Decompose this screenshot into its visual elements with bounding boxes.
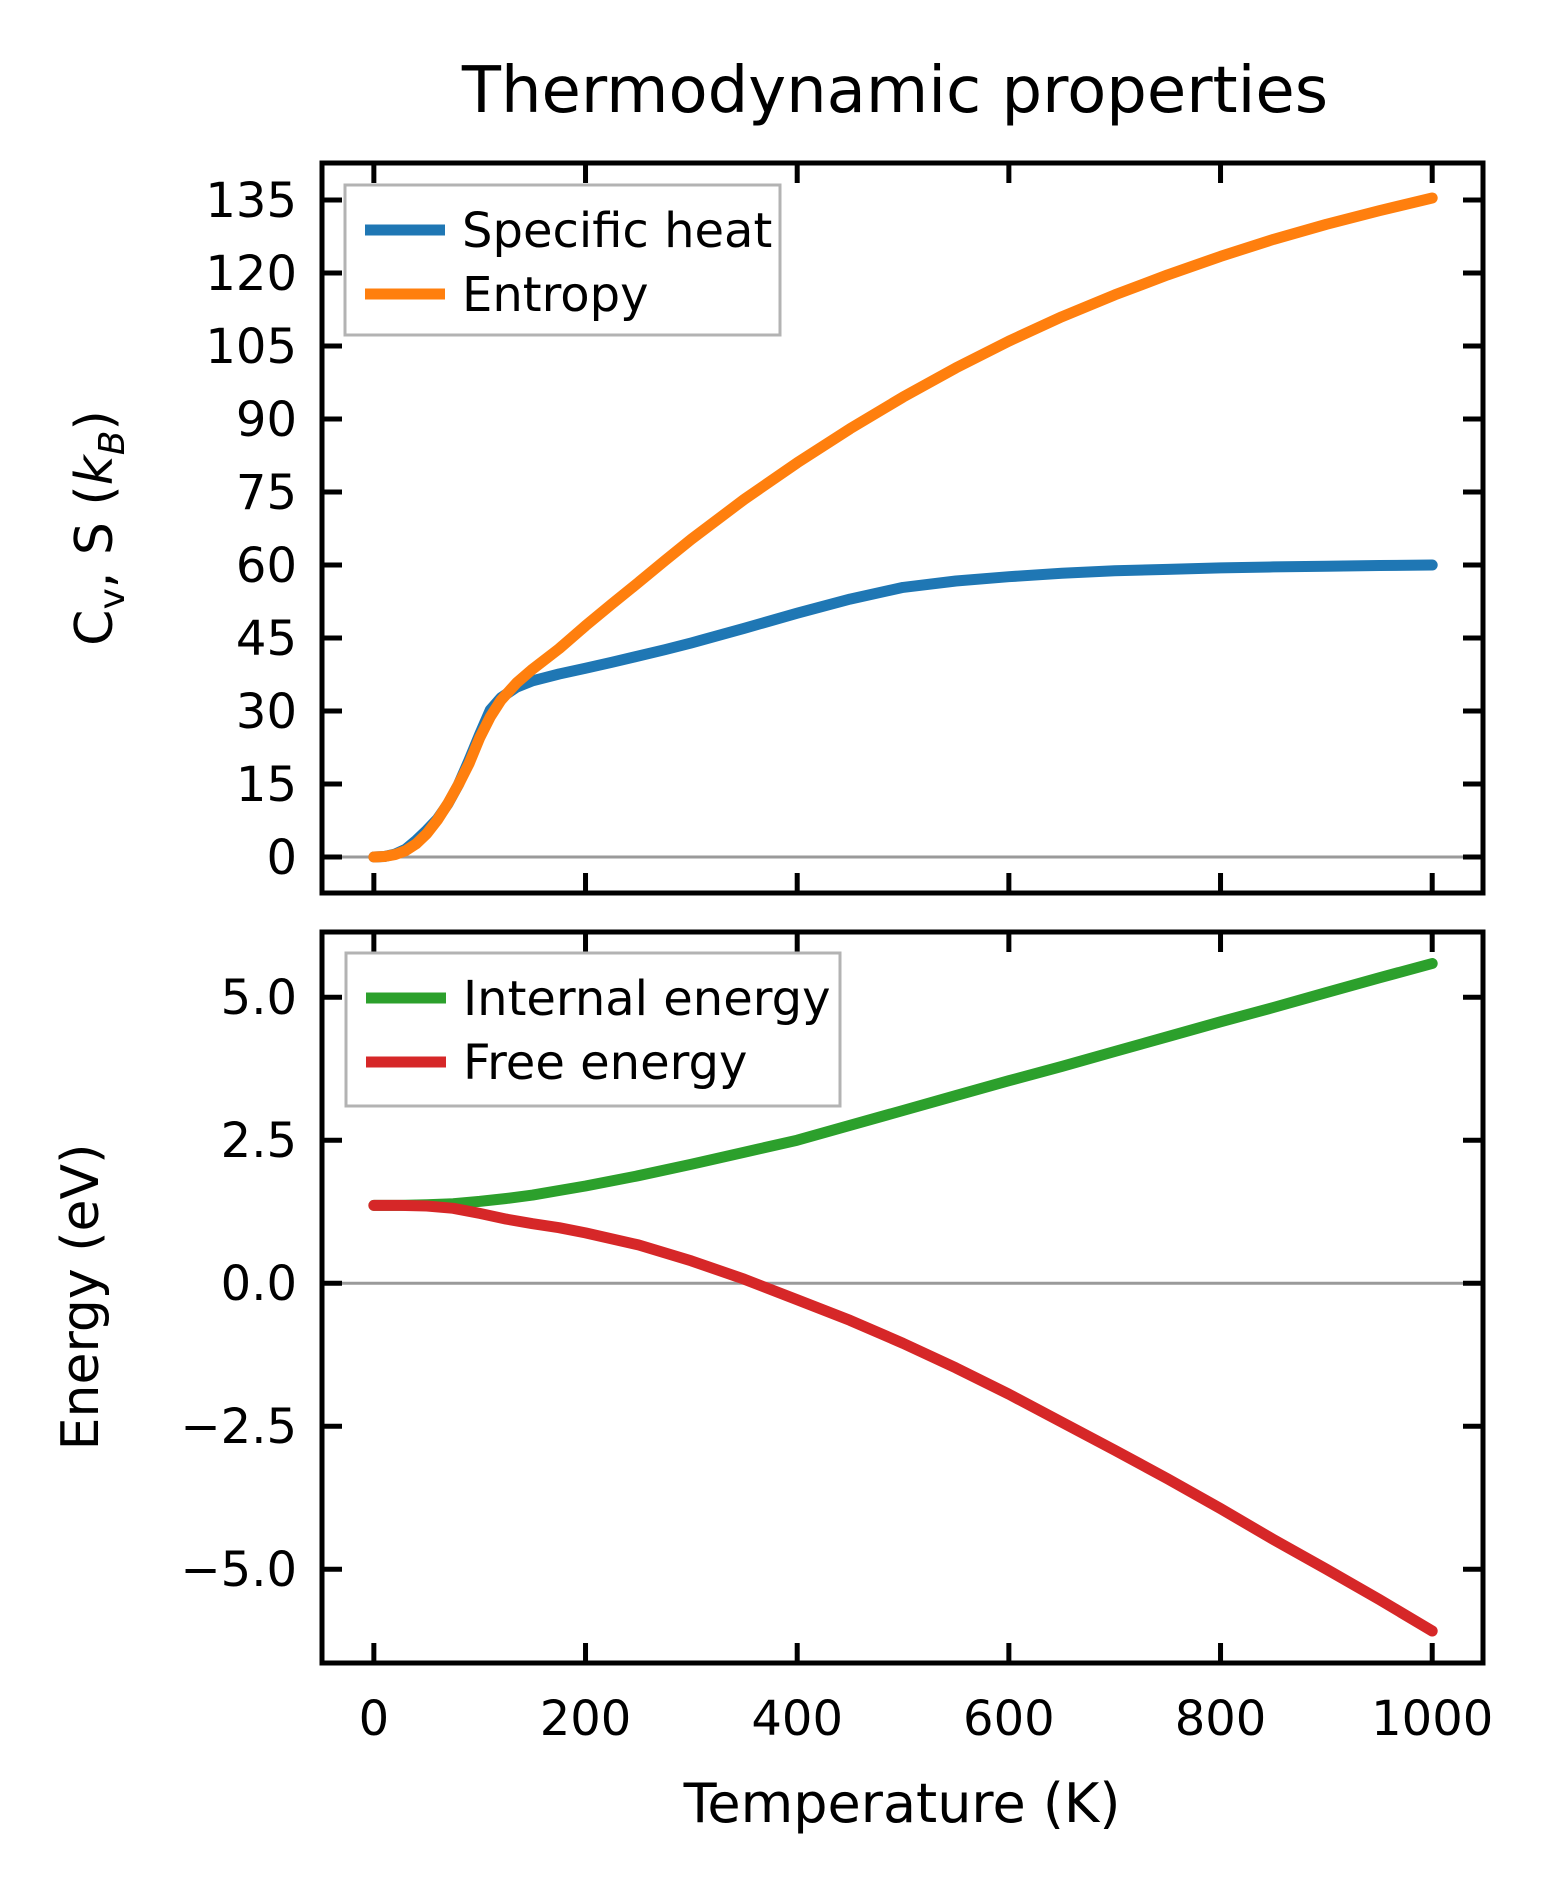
- x-tick-label: 400: [751, 1691, 843, 1747]
- x-tick-label: 200: [540, 1691, 632, 1747]
- bottom-axes: 0 200 400 600 800 1000 5.0 2.5 0.0 −2.5 −5.0 Intern…: [180, 929, 1493, 1747]
- axes-frame: [319, 929, 1486, 1666]
- y-tick-label: 0.0: [221, 1256, 297, 1312]
- x-tick-label: 600: [963, 1691, 1055, 1747]
- y-tick-label: 45: [236, 611, 297, 667]
- legend-label-specific-heat: Specific heat: [462, 203, 772, 259]
- legend-label-free-energy: Free energy: [463, 1035, 747, 1091]
- y-tick-label: 2.5: [221, 1113, 297, 1169]
- top-y-axis-label: Cv, S (kB): [65, 410, 133, 646]
- y-tick-label: 120: [205, 246, 297, 302]
- x-tick-label: 0: [359, 1691, 390, 1747]
- legend-label-entropy: Entropy: [462, 267, 649, 323]
- x-axis-label: Temperature (K): [683, 1772, 1121, 1835]
- y-tick-label: 75: [236, 465, 297, 521]
- top-axes: 0 15 30 45 60 75 90 105 120 135 Specific heat Entro…: [65, 160, 1486, 896]
- legend-box: [343, 183, 782, 337]
- y-tick-label: −5.0: [180, 1542, 297, 1598]
- legend-label-internal-energy: Internal energy: [463, 971, 831, 1027]
- curve-free-energy: [368, 1199, 1438, 1637]
- x-tick-label: 800: [1175, 1691, 1267, 1747]
- curve-entropy: [368, 192, 1438, 863]
- legend-box: [344, 951, 842, 1108]
- y-tick-label: −2.5: [180, 1399, 297, 1455]
- y-tick-label: 30: [236, 684, 297, 740]
- page-title: Thermodynamic properties: [461, 54, 1328, 128]
- y-tick-label: 5.0: [221, 970, 297, 1026]
- bottom-y-axis-label: Energy (eV): [51, 1144, 111, 1451]
- y-tick-label: 135: [205, 173, 297, 229]
- curve-internal-energy: [368, 958, 1438, 1211]
- y-tick-label: 0: [266, 830, 297, 886]
- x-tick-label: 1000: [1371, 1691, 1493, 1747]
- curve-specific-heat: [368, 559, 1438, 863]
- y-tick-label: 60: [236, 538, 297, 594]
- axes-frame: [319, 160, 1486, 896]
- y-tick-label: 90: [236, 392, 297, 448]
- y-tick-label: 105: [205, 319, 297, 375]
- y-tick-label: 15: [236, 757, 297, 813]
